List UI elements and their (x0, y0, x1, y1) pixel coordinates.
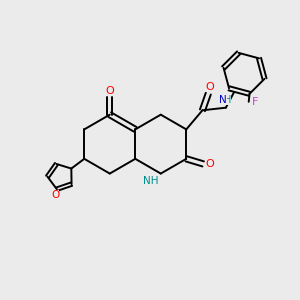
Text: NH: NH (143, 176, 158, 186)
Text: N: N (219, 95, 227, 105)
Text: O: O (205, 159, 214, 169)
Text: O: O (105, 85, 114, 95)
Text: H: H (224, 95, 231, 105)
Text: F: F (251, 97, 258, 107)
Text: O: O (206, 82, 214, 92)
Text: O: O (51, 190, 59, 200)
